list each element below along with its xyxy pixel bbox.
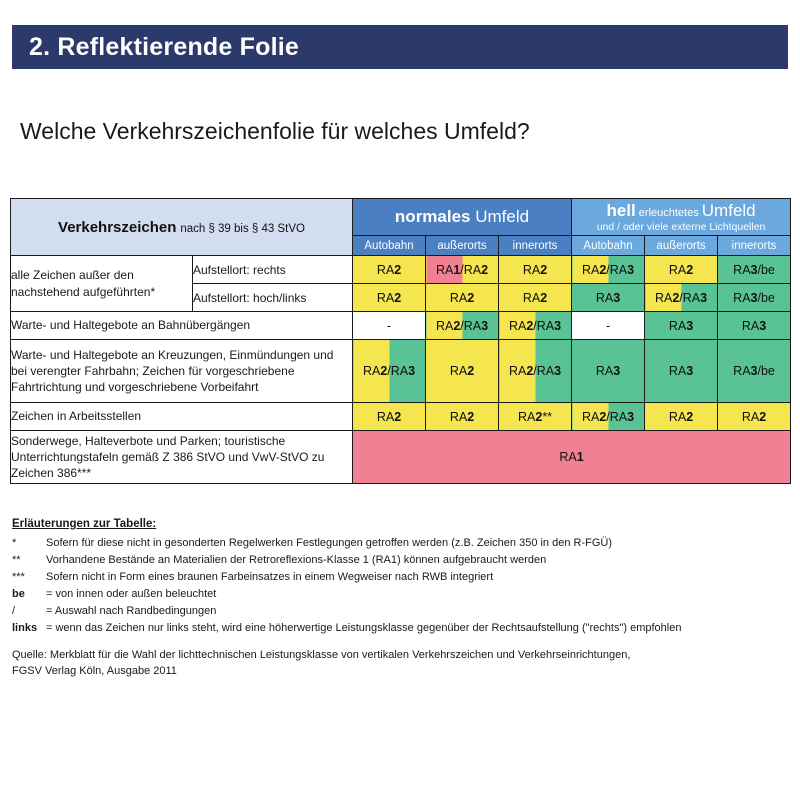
row-label-alle-zeichen: alle Zeichen außer den nachstehend aufge… [10, 255, 193, 312]
row-label-arbeitsstellen: Zeichen in Arbeitsstellen [10, 402, 353, 431]
table-row: Zeichen in Arbeitsstellen RA2 RA2 RA2** … [10, 402, 792, 431]
cell-r0-c1: RA1/RA2 [425, 255, 499, 284]
note-text: Sofern nicht in Form eines braunen Farbe… [46, 570, 494, 583]
cell-r4-c1: RA2 [425, 402, 499, 431]
subheader-normal-innerorts: innerorts [497, 235, 573, 256]
cell-r1-c2: RA2 [497, 283, 573, 312]
header-hell-line1: hell erleuchtetes Umfeld [572, 201, 790, 221]
cell-r4-c3: RA2/RA3 [571, 402, 646, 431]
header-hell-strong: hell [606, 201, 636, 221]
foil-selection-table: Verkehrszeichen nach § 39 bis § 43 StVO … [10, 198, 792, 484]
cell-r0-c4: RA2 [644, 255, 719, 284]
header-verkehrszeichen-main: Verkehrszeichen [58, 218, 177, 236]
cell-r1-c4: RA2/RA3 [644, 283, 719, 312]
source-attribution: Quelle: Merkblatt für die Wahl der licht… [12, 648, 788, 680]
header-normal-rest: Umfeld [470, 207, 530, 226]
header-normal-strong: normales [394, 207, 471, 226]
note-marker: *** [12, 570, 25, 583]
notes-heading: Erläuterungen zur Tabelle: [12, 518, 157, 530]
subheader-normal-ausserorts: außerorts [425, 235, 499, 256]
table-row: Sonderwege, Halteverbote und Parken; tou… [10, 430, 792, 484]
cell-r3-c0: RA2/RA3 [352, 339, 426, 403]
cell-r4-c0: RA2 [352, 402, 426, 431]
cell-r2-c5: RA3 [717, 311, 792, 340]
note-marker: ** [12, 553, 21, 566]
row-label-kreuzungen: Warte- und Haltegebote an Kreuzungen, Ei… [10, 339, 353, 403]
note-marker: be [12, 587, 25, 600]
note-text: = von innen oder außen beleuchtet [46, 587, 217, 600]
table-row: Warte- und Haltegebote an Bahnübergängen… [10, 311, 792, 340]
row-sublabel-aufstellort-hoch-links: Aufstellort: hoch/links [192, 283, 353, 312]
cell-r5-span-ra1: RA1 [351, 430, 792, 484]
section-title-bar: 2. Reflektierende Folie [12, 25, 788, 69]
row-sublabel-aufstellort-rechts: Aufstellort: rechts [192, 255, 353, 284]
cell-r4-c2: RA2** [497, 402, 573, 431]
header-hell-line2: und / oder viele externe Lichtquellen [596, 220, 766, 233]
cell-r0-c2: RA2 [497, 255, 573, 284]
table-row: alle Zeichen außer den nachstehend aufge… [10, 255, 792, 312]
cell-r1-c1: RA2 [425, 283, 499, 312]
header-group-normales-umfeld: normales Umfeld [351, 198, 573, 236]
cell-r3-c4: RA3 [644, 339, 719, 403]
note-item: ** Vorhandene Bestände an Materialien de… [12, 553, 788, 566]
cell-r4-c4: RA2 [644, 402, 719, 431]
source-line-1: Quelle: Merkblatt für die Wahl der licht… [12, 649, 631, 661]
source-line-2: FGSV Verlag Köln, Ausgabe 2011 [12, 664, 177, 677]
subheader-hell-ausserorts: außerorts [644, 235, 719, 256]
cell-r2-c4: RA3 [644, 311, 719, 340]
row-label-bahnuebergaenge: Warte- und Haltegebote an Bahnübergängen [10, 311, 353, 340]
subheader-hell-innerorts: innerorts [717, 235, 792, 256]
note-marker: * [12, 536, 17, 549]
note-item: / = Auswahl nach Randbedingungen [12, 604, 788, 617]
header-hell-rest: Umfeld [701, 201, 756, 221]
note-marker: / [12, 604, 16, 617]
note-item: be = von innen oder außen beleuchtet [12, 587, 788, 600]
table-notes: Erläuterungen zur Tabelle: * Sofern für … [12, 518, 788, 640]
note-text: Sofern für diese nicht in gesonderten Re… [46, 536, 613, 549]
cell-r2-c0: - [352, 311, 426, 340]
note-item: *** Sofern nicht in Form eines braunen F… [12, 570, 788, 583]
cell-r3-c3: RA3 [571, 339, 646, 403]
note-text: Vorhandene Bestände an Materialien der R… [46, 553, 547, 566]
table-subheader-row: Autobahn außerorts innerorts Autobahn au… [11, 235, 792, 256]
cell-r3-c5: RA3/be [717, 339, 792, 403]
cell-r1-c5: RA3/be [717, 283, 792, 312]
table-group-header-row: Verkehrszeichen nach § 39 bis § 43 StVO … [10, 198, 792, 256]
note-item: * Sofern für diese nicht in gesonderten … [12, 536, 788, 549]
cell-r0-c5: RA3/be [717, 255, 792, 284]
note-marker: links [12, 621, 38, 634]
cell-r0-c0: RA2 [352, 255, 426, 284]
cell-r2-c2: RA2/RA3 [497, 311, 573, 340]
header-hell-mid: erleuchtetes [635, 207, 702, 220]
row-label-sonderwege: Sonderwege, Halteverbote und Parken; tou… [10, 430, 353, 484]
header-group-hell-umfeld: hell erleuchtetes Umfeld und / oder viel… [571, 198, 792, 236]
subheader-normal-autobahn: Autobahn [352, 235, 426, 256]
section-title: 2. Reflektierende Folie [29, 32, 299, 61]
cell-r2-c1: RA2/RA3 [425, 311, 499, 340]
header-verkehrszeichen-suffix: nach § 39 bis § 43 StVO [180, 222, 305, 235]
cell-r3-c1: RA2 [425, 339, 499, 403]
page-subtitle: Welche Verkehrszeichenfolie für welches … [20, 118, 530, 144]
note-text: = wenn das Zeichen nur links steht, wird… [46, 621, 682, 634]
table-row: Warte- und Haltegebote an Kreuzungen, Ei… [10, 339, 792, 403]
cell-r4-c5: RA2 [717, 402, 792, 431]
cell-r1-c0: RA2 [352, 283, 426, 312]
subheader-hell-autobahn: Autobahn [571, 235, 646, 256]
cell-r3-c2: RA2/RA3 [497, 339, 573, 403]
note-item: links = wenn das Zeichen nur links steht… [12, 621, 788, 634]
note-text: = Auswahl nach Randbedingungen [46, 604, 217, 617]
header-cell-verkehrszeichen: Verkehrszeichen nach § 39 bis § 43 StVO [10, 198, 353, 256]
cell-r1-c3: RA3 [571, 283, 646, 312]
cell-r0-c3: RA2/RA3 [571, 255, 646, 284]
cell-r2-c3: - [571, 311, 646, 340]
